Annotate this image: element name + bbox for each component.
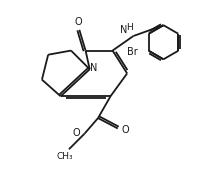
Text: N: N [90, 63, 97, 73]
Text: O: O [122, 125, 129, 135]
Text: CH₃: CH₃ [56, 152, 73, 161]
Text: Br: Br [127, 47, 137, 57]
Text: H: H [126, 23, 133, 32]
Text: O: O [74, 17, 82, 27]
Text: O: O [72, 128, 80, 138]
Text: N: N [120, 25, 128, 35]
